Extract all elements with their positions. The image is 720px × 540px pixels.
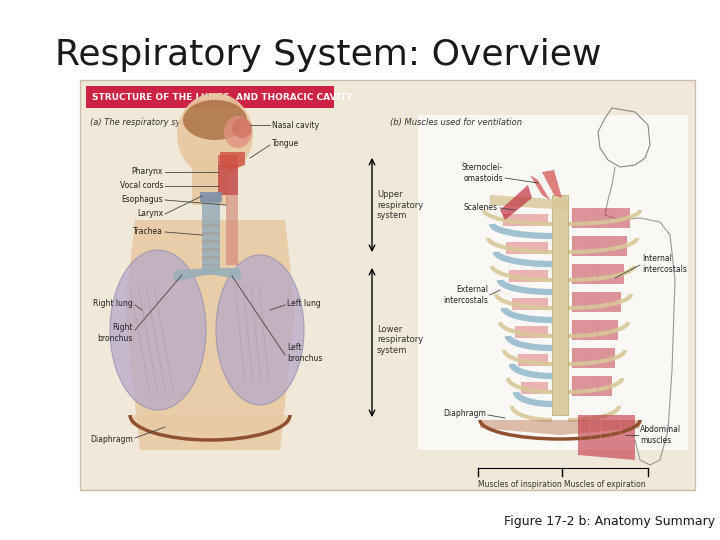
Bar [226,195,238,265]
Bar [202,235,220,240]
Bar [202,240,220,243]
Polygon shape [480,420,640,435]
Text: Abdominal
muscles: Abdominal muscles [640,426,681,445]
Bar [200,192,222,202]
Bar [202,265,220,275]
Bar [218,165,238,195]
Text: Tongue: Tongue [272,138,300,147]
Ellipse shape [177,93,253,177]
Polygon shape [572,348,615,368]
Bar [86,115,356,483]
Bar [202,248,220,251]
Bar [202,243,220,248]
Text: Scalenes: Scalenes [464,202,498,212]
Polygon shape [521,382,548,394]
Polygon shape [220,152,245,170]
Text: (a) The respiratory system: (a) The respiratory system [90,118,202,127]
Text: Nasal cavity: Nasal cavity [272,120,319,130]
Polygon shape [572,264,624,284]
Bar [202,216,220,219]
Polygon shape [509,270,548,282]
Text: Left lung: Left lung [287,299,320,307]
Text: Pharynx: Pharynx [132,167,163,177]
Text: Figure 17-2 b: Anatomy Summary: Figure 17-2 b: Anatomy Summary [504,515,715,528]
Text: Diaphragm: Diaphragm [443,409,486,418]
Polygon shape [518,354,548,366]
Text: Larynx: Larynx [137,210,163,219]
Polygon shape [173,268,210,282]
Polygon shape [210,268,242,280]
Polygon shape [572,376,612,396]
Bar [202,211,220,216]
Bar [202,256,220,259]
Polygon shape [542,170,562,198]
Polygon shape [572,292,621,312]
Polygon shape [125,220,295,450]
Bar [202,203,220,208]
Polygon shape [500,185,532,220]
Bar [202,227,220,232]
Polygon shape [512,298,548,310]
Ellipse shape [232,118,252,138]
Text: Vocal cords: Vocal cords [120,181,163,191]
Bar [552,195,568,415]
Polygon shape [506,242,548,254]
Text: STRUCTURE OF THE LUNGS  AND THORACIC CAVITY: STRUCTURE OF THE LUNGS AND THORACIC CAVI… [92,92,353,102]
Bar [202,208,220,211]
Text: External
intercostals: External intercostals [443,285,488,305]
Text: Left
bronchus: Left bronchus [287,343,323,363]
Text: Trachea: Trachea [133,227,163,237]
Polygon shape [515,326,548,338]
Bar [192,155,228,205]
Polygon shape [572,236,627,256]
Polygon shape [490,195,568,210]
Text: Diaphragm: Diaphragm [90,435,133,444]
Bar [202,259,220,264]
Text: Internal
intercostals: Internal intercostals [642,254,687,274]
Bar [86,86,334,108]
Text: Lower
respiratory
system: Lower respiratory system [377,325,423,355]
Bar [202,200,220,203]
Bar [418,115,688,450]
Bar [202,219,220,224]
Ellipse shape [224,116,252,148]
Polygon shape [578,415,635,460]
Bar [218,155,238,167]
Text: Sternoclei-
omastoids: Sternoclei- omastoids [462,163,503,183]
Polygon shape [572,208,630,228]
Text: Right
bronchus: Right bronchus [98,323,133,343]
Text: Right lung: Right lung [94,299,133,307]
Bar [202,195,220,200]
Text: Muscles of inspiration: Muscles of inspiration [478,480,562,489]
Text: Upper
respiratory
system: Upper respiratory system [377,190,423,220]
Text: Muscles of expiration: Muscles of expiration [564,480,646,489]
Text: Respiratory System: Overview: Respiratory System: Overview [55,38,601,72]
Bar [202,224,220,227]
Bar [202,232,220,235]
Polygon shape [503,214,548,226]
Text: (b) Muscles used for ventilation: (b) Muscles used for ventilation [390,118,522,127]
Bar [80,80,695,490]
Bar [202,264,220,267]
Ellipse shape [216,255,304,405]
Ellipse shape [183,100,247,140]
Ellipse shape [110,250,206,410]
Text: Esophagus: Esophagus [122,195,163,205]
Polygon shape [530,175,550,200]
Polygon shape [130,415,290,435]
Bar [202,251,220,256]
Polygon shape [572,320,618,340]
